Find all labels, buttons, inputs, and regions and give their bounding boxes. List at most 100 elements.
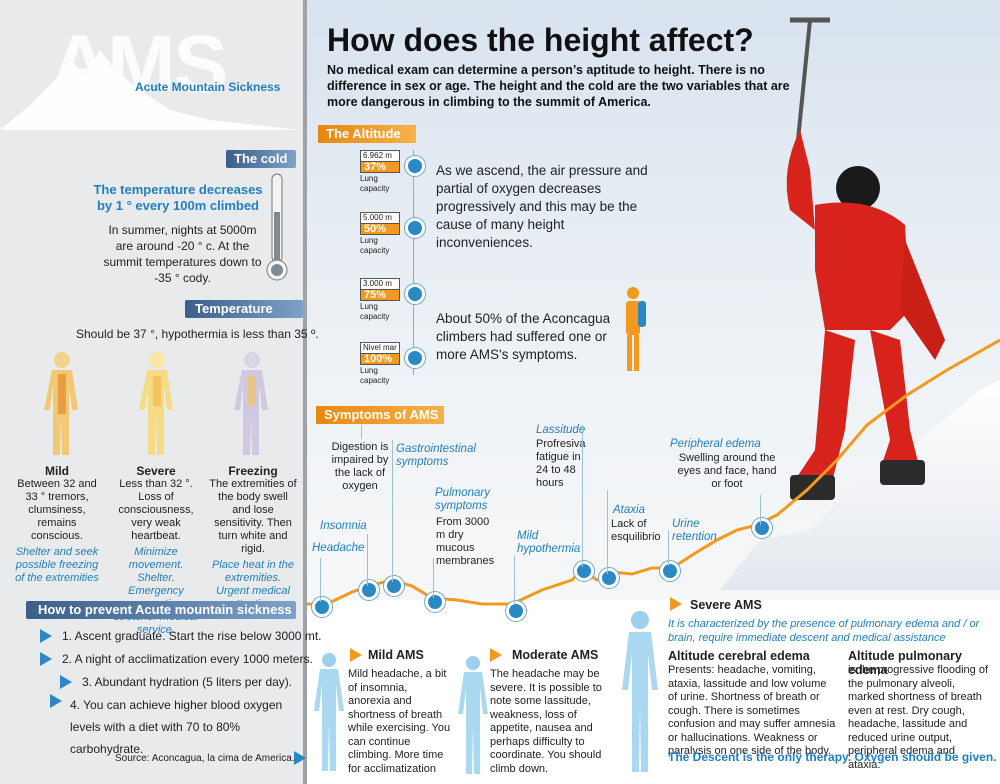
temperature-text: Should be 37 °, hypothermia is less than… bbox=[76, 327, 319, 341]
prevent-item: 2. A night of acclimatization every 1000… bbox=[62, 652, 313, 666]
altitude-header: The Altitude bbox=[318, 125, 416, 143]
logo-subtitle: Acute Mountain Sickness bbox=[135, 80, 281, 94]
symptom-node bbox=[384, 576, 404, 596]
altitude-text-2: About 50% of the Aconcagua climbers had … bbox=[436, 311, 611, 362]
symptom-desc: Lack of esquilibrio bbox=[611, 518, 661, 543]
bullet-arrow-icon bbox=[60, 675, 72, 689]
altitude-height: 6.962 m bbox=[360, 150, 400, 162]
temp-level-freezing: Freezing The extremities of the body swe… bbox=[208, 464, 298, 611]
altitude-text-1: As we ascend, the air pressure and parti… bbox=[436, 163, 648, 250]
symptom-node bbox=[359, 580, 379, 600]
symptom-node bbox=[574, 561, 594, 581]
temp-level-advice: Place heat in the extremities. Urgent me… bbox=[212, 559, 294, 610]
temp-level-advice: Minimize movement. Shelter. Emergency ev… bbox=[114, 546, 198, 636]
source-arrow-icon bbox=[294, 751, 306, 765]
symptom-desc: Swelling around the eyes and face, hand … bbox=[677, 452, 777, 490]
cerebral-edema-text: Presents: headache, vomiting, ataxia, la… bbox=[668, 664, 836, 757]
page-title: How does the height affect? bbox=[327, 22, 754, 58]
symptom-node bbox=[752, 518, 772, 538]
symptom-desc: Digestion is impaired by the lack of oxy… bbox=[331, 441, 389, 492]
panel-divider bbox=[303, 0, 307, 784]
temp-level-name: Severe bbox=[136, 464, 176, 478]
bullet-arrow-icon bbox=[50, 694, 62, 708]
pulmonary-edema-text: is the progressive flooding of the pulmo… bbox=[848, 664, 989, 771]
moderate-ams-text: The headache may be severe. It is possib… bbox=[490, 668, 602, 775]
body-moderate-ams-icon bbox=[458, 656, 488, 774]
intro-text: No medical exam can determine a person’s… bbox=[327, 63, 790, 109]
body-mild-ams-icon bbox=[314, 653, 344, 771]
prevent-item: 3. Abundant hydration (5 liters per day)… bbox=[82, 675, 293, 689]
temp-level-mild: Mild Between 32 and 33 ° tremors, clumsi… bbox=[14, 464, 100, 585]
altitude-node bbox=[405, 284, 425, 304]
altitude-lung-percent: 100% bbox=[360, 354, 400, 365]
symptom-label: Gastrointestinal symptoms bbox=[396, 443, 476, 468]
connector-line bbox=[367, 534, 368, 586]
bullet-arrow-icon bbox=[40, 629, 52, 643]
altitude-height: 3.000 m bbox=[360, 278, 400, 290]
connector-line bbox=[392, 440, 393, 582]
altitude-lung-label: Lung capacity bbox=[360, 302, 390, 321]
altitude-node bbox=[405, 156, 425, 176]
connector-line bbox=[668, 530, 669, 566]
symptom-node bbox=[599, 568, 619, 588]
symptom-desc: Profresiva fatigue in 24 to 48 hours bbox=[536, 438, 586, 489]
symptom-node bbox=[660, 561, 680, 581]
body-severe-icon bbox=[139, 352, 173, 455]
altitude-lung-percent: 37% bbox=[360, 162, 400, 173]
connector-line bbox=[582, 425, 583, 567]
altitude-lung-label: Lung capacity bbox=[360, 366, 390, 385]
symptom-label: Pulmonary symptoms bbox=[435, 487, 490, 512]
altitude-node bbox=[405, 218, 425, 238]
symptom-label: Urine retention bbox=[672, 518, 717, 543]
temp-level-desc: Between 32 and 33 ° tremors, clumsiness,… bbox=[17, 478, 97, 542]
altitude-level: 3.000 m 75% Lung capacity bbox=[360, 278, 400, 322]
severe-ams-arrow-icon bbox=[670, 597, 682, 611]
symptoms-header: Symptoms of AMS bbox=[316, 406, 444, 424]
prevent-item: 1. Ascent graduate. Start the rise below… bbox=[62, 629, 322, 643]
temp-level-severe: Severe Less than 32 °. Loss of conscious… bbox=[110, 464, 202, 637]
cerebral-edema-title: Altitude cerebral edema bbox=[668, 649, 810, 663]
temp-level-name: Freezing bbox=[228, 464, 278, 478]
temperature-header: Temperature bbox=[185, 300, 303, 318]
severe-ams-title: Severe AMS bbox=[690, 598, 762, 612]
mild-ams-arrow-icon bbox=[350, 648, 362, 662]
symptom-label: Mild hypothermia bbox=[517, 530, 581, 555]
prevent-header: How to prevent Acute mountain sickness bbox=[26, 601, 296, 619]
altitude-lung-label: Lung capacity bbox=[360, 174, 390, 193]
body-mild-icon bbox=[44, 352, 78, 455]
symptom-node bbox=[312, 597, 332, 617]
temp-level-desc: The extremities of the body swell and lo… bbox=[209, 478, 297, 555]
cold-headline: The temperature decreases by 1 ° every 1… bbox=[93, 182, 263, 213]
mild-ams-text: Mild headache, a bit of insomnia, anorex… bbox=[348, 668, 451, 775]
altitude-height: Nivel mar bbox=[360, 342, 400, 354]
cold-text: In summer, nights at 5000m are around -2… bbox=[103, 223, 262, 285]
altitude-lung-percent: 75% bbox=[360, 290, 400, 301]
moderate-ams-arrow-icon bbox=[490, 648, 502, 662]
altitude-lung-label: Lung capacity bbox=[360, 236, 390, 255]
bullet-arrow-icon bbox=[40, 652, 52, 666]
climber-photo bbox=[720, 17, 1000, 590]
altitude-lung-percent: 50% bbox=[360, 224, 400, 235]
symptom-label: Lassitude bbox=[536, 424, 586, 436]
symptom-label: Ataxia bbox=[613, 504, 645, 516]
altitude-level: 6.962 m 37% Lung capacity bbox=[360, 150, 400, 194]
moderate-ams-title: Moderate AMS bbox=[512, 648, 599, 662]
temp-level-advice: Shelter and seek possible freezing of th… bbox=[15, 546, 99, 584]
altitude-level: 5.000 m 50% Lung capacity bbox=[360, 212, 400, 256]
connector-line bbox=[361, 425, 362, 439]
connector-line bbox=[320, 558, 321, 602]
symptom-node bbox=[506, 601, 526, 621]
cold-header: The cold bbox=[226, 150, 296, 168]
body-freezing-icon bbox=[234, 352, 268, 455]
symptom-desc: From 3000 m dry mucous membranes bbox=[436, 516, 495, 567]
altitude-node bbox=[405, 348, 425, 368]
severe-ams-intro: It is characterized by the presence of p… bbox=[668, 618, 980, 644]
symptom-label: Headache bbox=[312, 542, 365, 554]
temp-level-desc: Less than 32 °. Loss of consciousness, v… bbox=[118, 478, 194, 542]
climber-silhouette-icon bbox=[626, 287, 646, 371]
temp-level-name: Mild bbox=[45, 464, 69, 478]
connector-line bbox=[607, 490, 608, 574]
symptom-node bbox=[425, 592, 445, 612]
symptom-label: Insomnia bbox=[320, 520, 367, 532]
bottom-panel bbox=[307, 600, 1000, 784]
